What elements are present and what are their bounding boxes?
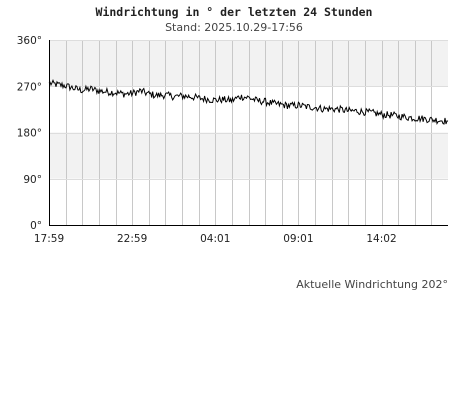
- chart-bands: [49, 40, 448, 225]
- y-tick-label: 180°: [17, 128, 42, 140]
- y-tick-label: 0°: [30, 220, 42, 232]
- y-axis-labels: 360° 270° 180° 90° 0°: [17, 35, 42, 232]
- series-line-0: [48, 78, 449, 125]
- x-tick-label: 17:59: [34, 233, 64, 245]
- vertical-gridlines: [66, 40, 432, 225]
- band-0: [49, 40, 448, 87]
- current-direction-text: Aktuelle Windrichtung 202°: [296, 278, 448, 291]
- series-group: [48, 78, 449, 125]
- axes: [49, 40, 448, 226]
- chart-title: Windrichtung in ° der letzten 24 Stunden: [95, 5, 373, 19]
- y-tick-label: 270°: [17, 81, 42, 93]
- x-tick-label: 14:02: [366, 233, 396, 245]
- y-tick-label: 90°: [23, 174, 42, 186]
- chart: 360° 270° 180° 90° 0° 17:59 22:59 04:01 09:01 14…: [17, 35, 449, 245]
- x-tick-label: 09:01: [283, 233, 313, 245]
- chart-subtitle: Stand: 2025.10.29-17:56: [165, 21, 303, 34]
- x-axis-labels: 17:59 22:59 04:01 09:01 14:02: [34, 233, 397, 245]
- x-tick-label: 04:01: [200, 233, 230, 245]
- band-1: [49, 86, 448, 133]
- band-3: [49, 178, 448, 225]
- x-tick-label: 22:59: [117, 233, 147, 245]
- y-tick-label: 360°: [17, 35, 42, 47]
- band-2: [49, 132, 448, 179]
